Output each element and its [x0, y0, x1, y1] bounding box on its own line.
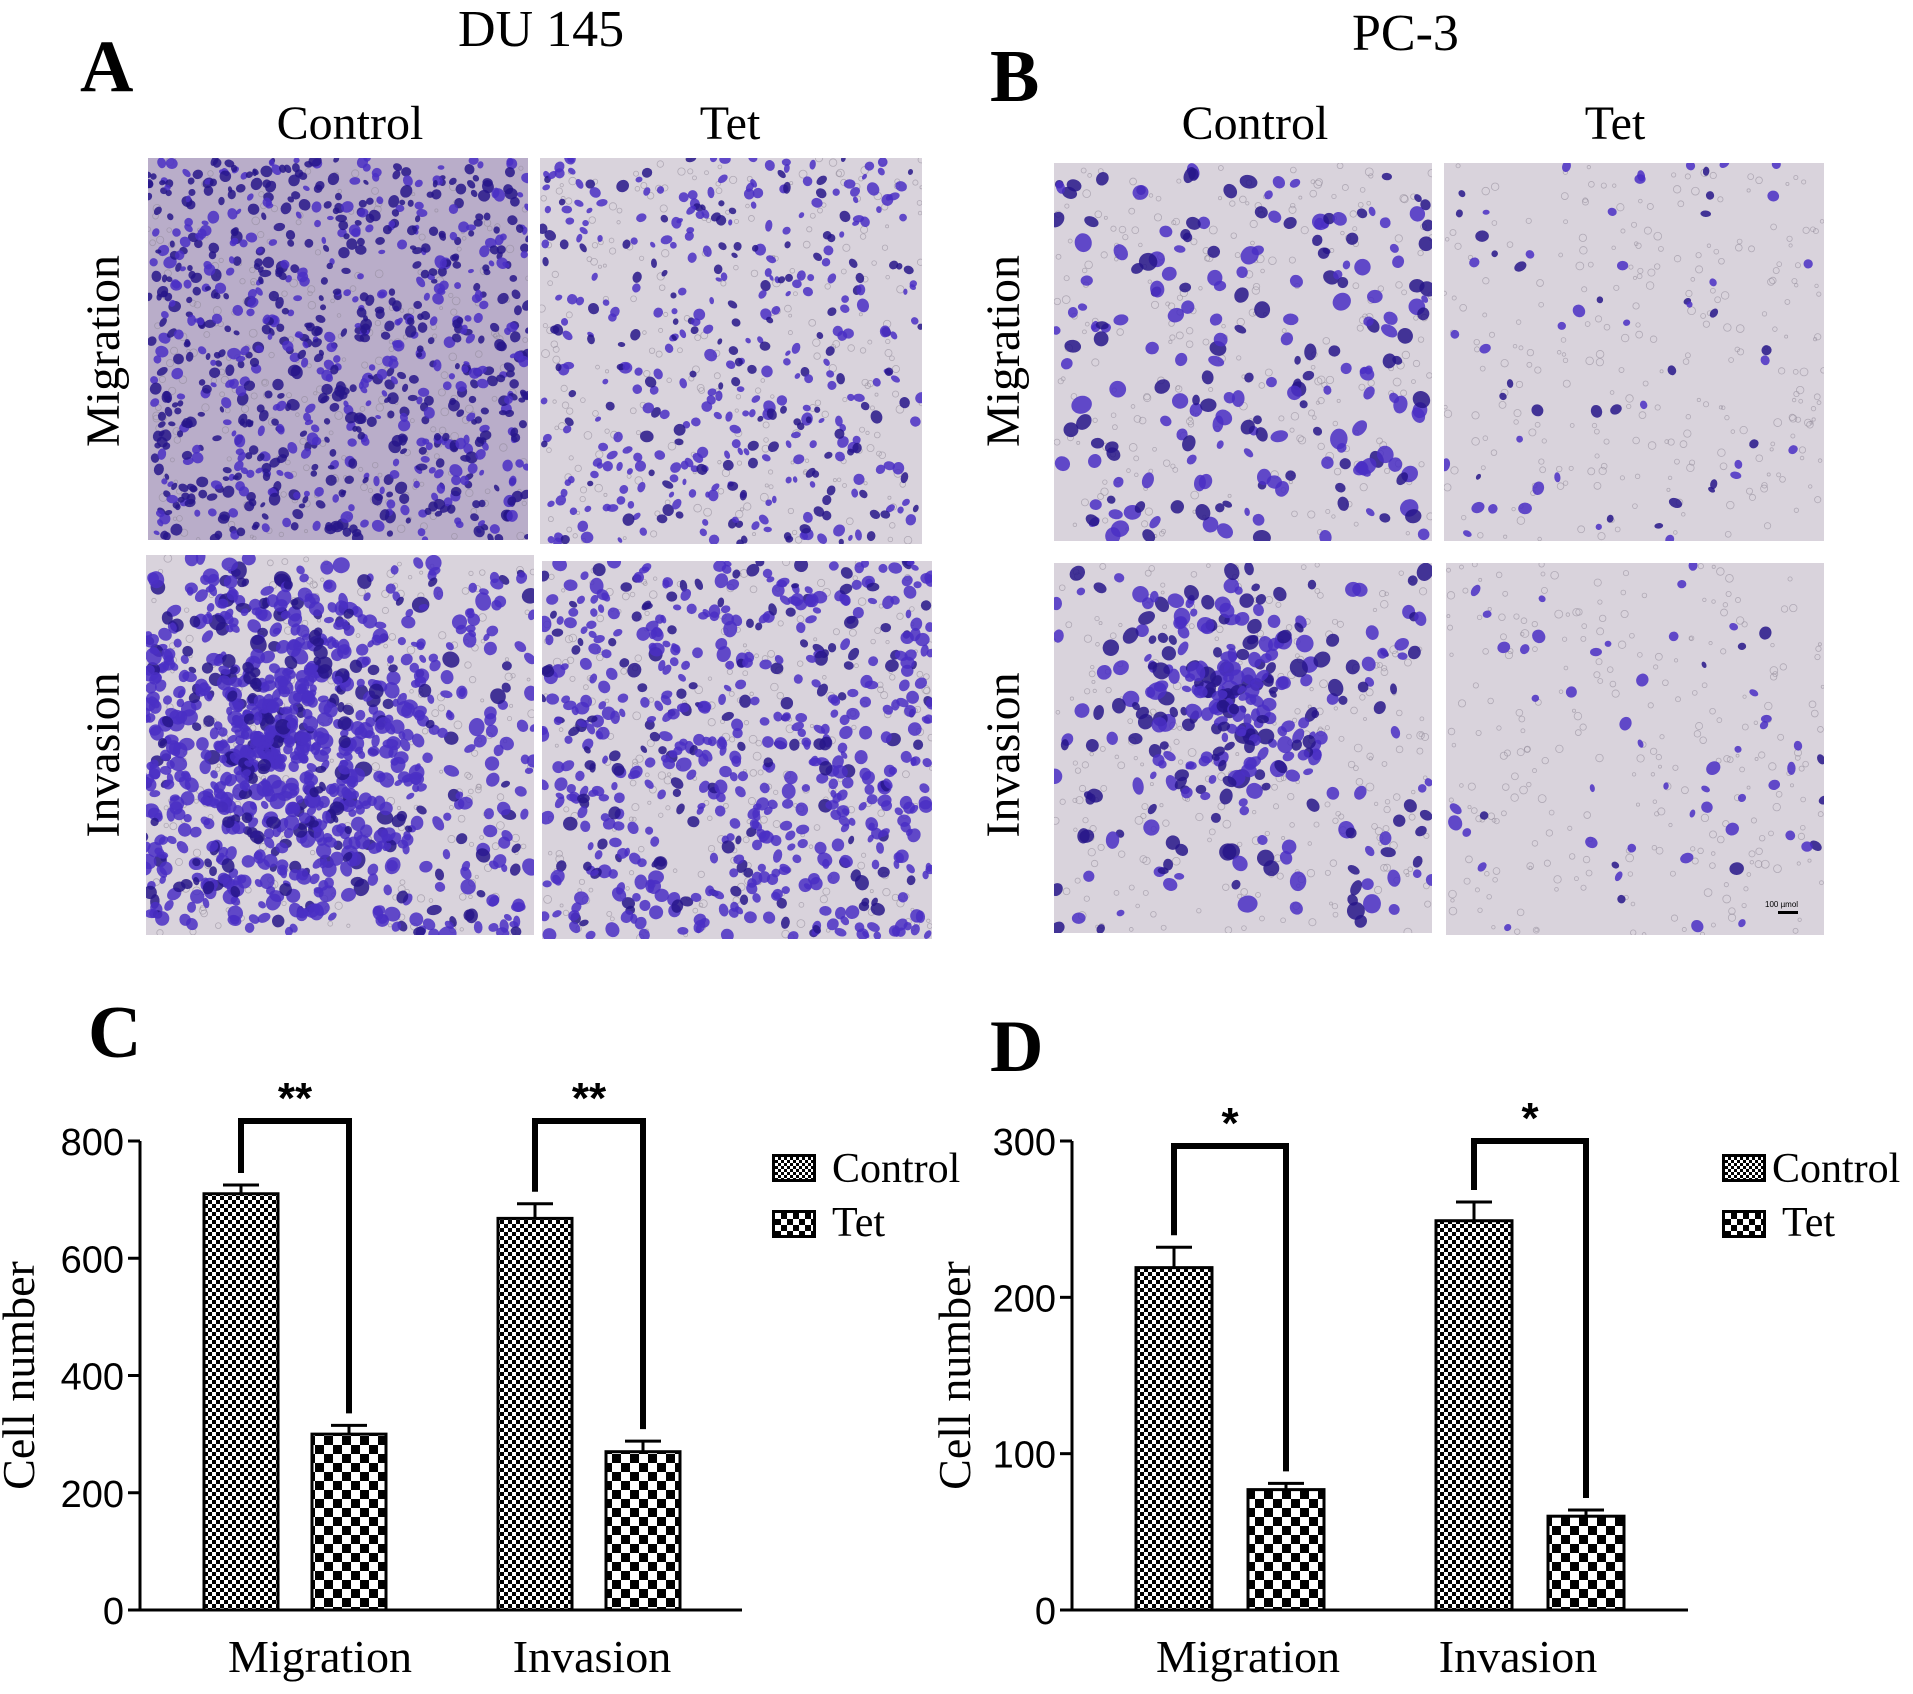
micrograph-a-tet-invasion-image [542, 561, 932, 939]
scale-bar [1778, 911, 1798, 914]
y-tick-label: 200 [993, 1278, 1056, 1320]
significance-bracket [238, 1118, 352, 1414]
panel-letter-d: D [990, 1006, 1044, 1088]
panel-letter-c: C [88, 992, 142, 1074]
legend-c: Control Tet [770, 1148, 970, 1258]
x-tick-label: Migration [228, 1631, 412, 1682]
significance-bracket [1471, 1138, 1589, 1498]
micrograph-b-tet-invasion-image [1446, 563, 1824, 935]
y-tick-label: 400 [61, 1357, 124, 1399]
row-label-b-migration: Migration [977, 255, 1030, 447]
significance-bracket [1171, 1143, 1289, 1472]
x-tick-label: Migration [1156, 1631, 1340, 1682]
row-label-a-invasion: Invasion [77, 672, 130, 838]
legend-swatch-control [772, 1154, 816, 1182]
significance-label: * [1221, 1099, 1239, 1148]
legend-label-control: Control [1772, 1146, 1901, 1192]
bar-tet-migration [310, 1432, 388, 1612]
legend-label-tet: Tet [832, 1200, 886, 1246]
micrograph-a-control-migration-image [148, 158, 528, 540]
x-tick-label: Invasion [513, 1631, 671, 1682]
y-tick-label: 200 [61, 1474, 124, 1516]
y-tick-label: 800 [61, 1122, 124, 1164]
legend-label-tet: Tet [1782, 1200, 1836, 1246]
micrograph-b-control-invasion-image [1054, 563, 1432, 933]
bar-chart-d: 0 100 200 300 Cell number * Migration * Invasion [929, 1040, 1700, 1694]
row-label-b-invasion: Invasion [977, 672, 1030, 838]
micrograph-b-control-migration [1054, 163, 1432, 541]
column-label-a-control: Control [276, 97, 424, 150]
micrograph-a-control-invasion-image [146, 555, 534, 935]
micrograph-b-tet-invasion [1446, 563, 1824, 935]
micrograph-a-control-invasion [146, 555, 534, 935]
significance-bracket [532, 1118, 646, 1430]
bar-chart-c: 0 200 400 600 800 Cell number ** Migration ** Inv… [0, 1040, 760, 1694]
significance-label: ** [572, 1074, 607, 1123]
micrograph-a-tet-migration-image [540, 158, 922, 544]
significance-label: * [1521, 1094, 1539, 1143]
panel-letter-a: A [80, 26, 134, 108]
legend-swatch-tet [772, 1210, 816, 1238]
y-axis-label: Cell number [0, 1261, 44, 1490]
y-tick-label: 600 [61, 1239, 124, 1281]
legend-swatch-control [1722, 1154, 1766, 1182]
y-tick-label: 100 [993, 1435, 1056, 1477]
legend-d: Control Tet [1720, 1148, 1910, 1258]
bar-control-invasion [1434, 1219, 1514, 1612]
bar-control-migration [202, 1192, 280, 1612]
y-tick-label: 0 [103, 1591, 124, 1633]
y-axis-label: Cell number [929, 1261, 980, 1490]
significance-label: ** [278, 1074, 313, 1123]
micrograph-a-tet-invasion [542, 561, 932, 939]
bar-tet-migration [1246, 1488, 1326, 1612]
row-label-a-migration: Migration [77, 255, 130, 447]
y-tick-label: 0 [1035, 1591, 1056, 1633]
micrograph-a-control-migration [148, 158, 528, 540]
y-tick-label: 300 [993, 1122, 1056, 1164]
cell-line-title-a: DU 145 [458, 1, 625, 58]
column-label-b-control: Control [1181, 97, 1329, 150]
legend-label-control: Control [832, 1146, 961, 1192]
column-label-a-tet: Tet [699, 97, 761, 150]
micrograph-a-tet-migration [540, 158, 922, 544]
cell-line-title-b: PC-3 [1352, 5, 1459, 62]
bar-tet-invasion [1546, 1514, 1626, 1612]
micrograph-b-control-migration-image [1054, 163, 1432, 541]
column-label-b-tet: Tet [1584, 97, 1646, 150]
x-tick-label: Invasion [1439, 1631, 1597, 1682]
micrograph-b-tet-migration-image [1444, 163, 1824, 541]
bar-tet-invasion [604, 1450, 682, 1612]
legend-swatch-tet [1722, 1210, 1766, 1238]
micrograph-b-tet-migration [1444, 163, 1824, 541]
micrograph-b-control-invasion [1054, 563, 1432, 933]
bar-control-migration [1134, 1266, 1214, 1612]
panel-letter-b: B [990, 36, 1040, 118]
bar-control-invasion [496, 1216, 574, 1612]
scale-bar-label: 100 µmol [1765, 900, 1799, 909]
